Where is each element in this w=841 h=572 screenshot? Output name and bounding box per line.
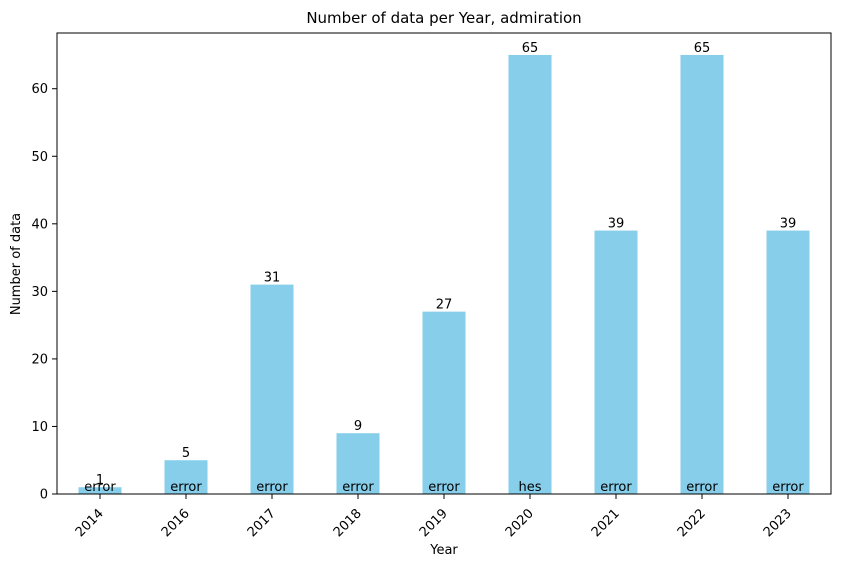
bar-2023 xyxy=(766,230,810,495)
bar-annotation-2019: error xyxy=(428,480,460,495)
value-labels-layer: 1 5 31 9 27 65 39 65 39 xyxy=(96,41,796,488)
value-label-2017: 31 xyxy=(264,271,281,286)
x-tick-label-2016: 2016 xyxy=(159,506,193,540)
y-tick-label-60: 60 xyxy=(31,82,48,97)
bar-annotation-2022: error xyxy=(686,480,718,495)
y-axis-ticks: 0 10 20 30 40 50 60 xyxy=(31,82,57,503)
bar-2016 xyxy=(164,460,208,494)
plot-frame xyxy=(56,32,832,495)
bar-annotation-2021: error xyxy=(600,480,632,495)
y-tick-label-40: 40 xyxy=(31,217,48,232)
bars-layer xyxy=(78,54,810,495)
x-tick-label-2018: 2018 xyxy=(331,506,365,540)
bar-2017 xyxy=(250,284,294,494)
y-tick-label-30: 30 xyxy=(31,285,48,300)
bar-2018 xyxy=(336,433,380,494)
chart-title: Number of data per Year, admiration xyxy=(306,9,581,27)
y-tick-label-0: 0 xyxy=(40,488,48,503)
bar-annotation-2017: error xyxy=(256,480,288,495)
value-label-2018: 9 xyxy=(354,419,362,434)
x-tick-label-2022: 2022 xyxy=(675,506,709,540)
value-label-2019: 27 xyxy=(436,298,453,313)
bar-annotation-2023: error xyxy=(772,480,804,495)
value-label-2016: 5 xyxy=(182,446,190,461)
bar-annotation-2020: hes xyxy=(518,480,541,495)
bar-annotation-2016: error xyxy=(170,480,202,495)
x-tick-label-2021: 2021 xyxy=(589,506,623,540)
bar-annotation-2018: error xyxy=(342,480,374,495)
x-axis-ticks: 2014 2016 2017 2018 2019 2020 2021 2022 2023 xyxy=(73,494,795,540)
bar-2021 xyxy=(594,230,638,495)
x-tick-label-2023: 2023 xyxy=(761,506,795,540)
value-label-2020: 65 xyxy=(522,41,539,56)
x-tick-label-2017: 2017 xyxy=(245,506,279,540)
x-axis-label: Year xyxy=(429,543,458,558)
x-tick-label-2014: 2014 xyxy=(73,506,107,540)
y-tick-label-50: 50 xyxy=(31,150,48,165)
y-axis-label: Number of data xyxy=(9,213,24,315)
value-label-2014: 1 xyxy=(96,473,104,488)
bar-annotation-2014: error xyxy=(84,480,116,495)
x-tick-label-2019: 2019 xyxy=(417,506,451,540)
value-label-2021: 39 xyxy=(608,217,625,232)
value-label-2022: 65 xyxy=(694,41,711,56)
bar-2014 xyxy=(78,487,122,494)
x-tick-label-2020: 2020 xyxy=(503,506,537,540)
y-tick-label-10: 10 xyxy=(31,420,48,435)
bar-2019 xyxy=(422,311,466,494)
y-tick-label-20: 20 xyxy=(31,352,48,367)
annotations-layer: error error error error error hes error error er… xyxy=(84,480,804,495)
bar-2022 xyxy=(680,54,724,494)
value-label-2023: 39 xyxy=(780,217,797,232)
bar-2020 xyxy=(508,54,552,494)
